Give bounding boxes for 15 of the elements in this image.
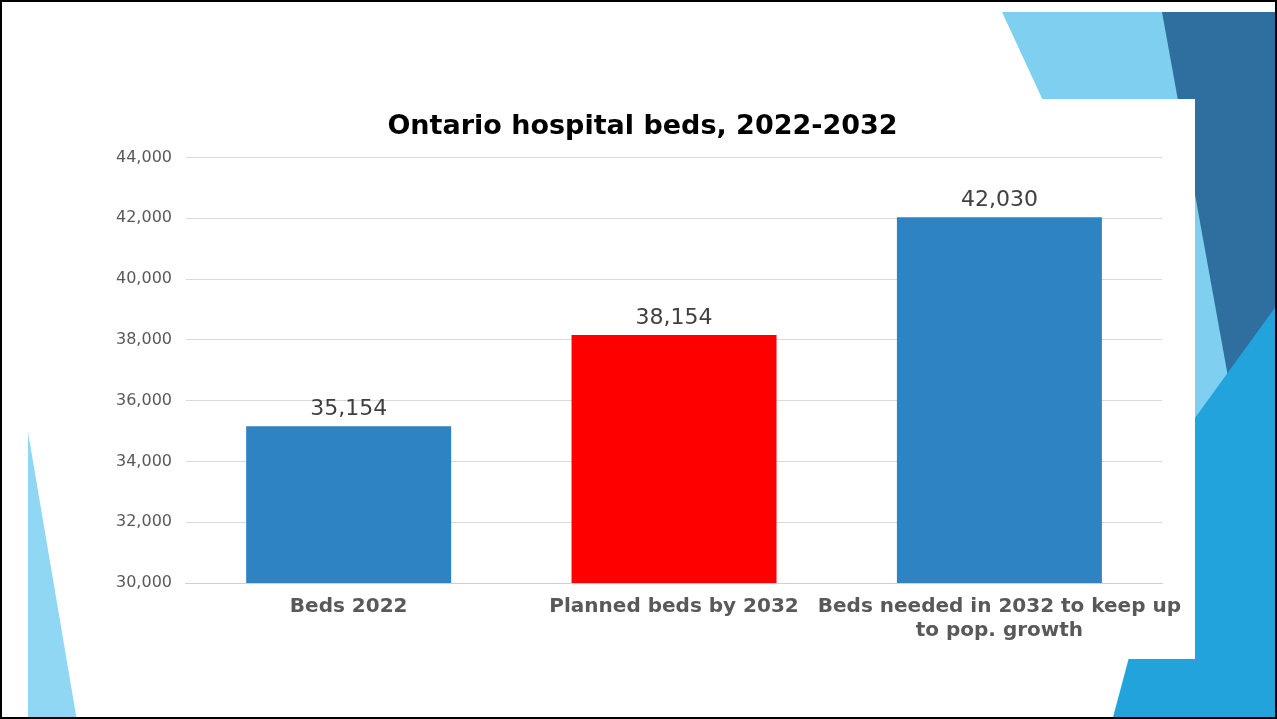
y-tick-label: 42,000 [116, 207, 172, 227]
y-tick-label: 34,000 [116, 450, 172, 470]
y-tick-label: 44,000 [116, 146, 172, 166]
y-tick-label: 40,000 [116, 268, 172, 288]
y-tick-label: 36,000 [116, 389, 172, 409]
x-tick-label: Planned beds by 2032 [549, 593, 799, 618]
y-tick-label: 30,000 [116, 572, 172, 592]
data-label: 35,154 [310, 395, 388, 421]
x-tick-label: Beds 2022 [289, 593, 408, 618]
chart-title: Ontario hospital beds, 2022-2032 [387, 109, 898, 141]
y-tick-label: 38,000 [116, 328, 172, 348]
data-label: 38,154 [635, 303, 713, 329]
data-label: 42,030 [960, 186, 1038, 212]
x-tick-label: Beds needed in 2032 to keep up to pop. growth [817, 593, 1181, 642]
y-tick-label: 32,000 [116, 511, 172, 531]
